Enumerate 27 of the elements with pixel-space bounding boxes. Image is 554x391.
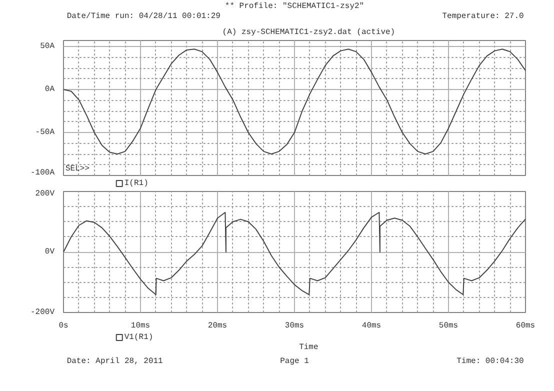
text: ** Profile: "SCHEMATIC1-zsy2" [224, 2, 364, 11]
y-tick-label: 200V [35, 190, 55, 198]
x-tick-label: 40ms [362, 322, 382, 330]
line-series [64, 48, 526, 155]
chart-title: (A) zsy-SCHEMATIC1-zsy2.dat (active) [222, 28, 396, 37]
x-tick-label: 60ms [516, 322, 536, 330]
legend-label: V1(R1) [124, 333, 154, 342]
y-tick-label: 0V [44, 248, 55, 256]
text: Temperature: 27.0 [442, 12, 524, 21]
x-tick-label: 0s [58, 322, 68, 330]
y-tick-label: -50A [35, 128, 55, 138]
annotation: SEL>> [66, 164, 90, 174]
y-tick-label: -100A [30, 168, 55, 178]
y-tick-label: 0A [44, 85, 55, 94]
text: Time: 00:04:30 [456, 357, 524, 366]
y-tick-label: -200V [30, 308, 55, 317]
text: Page 1 [280, 357, 310, 366]
text: Date: April 28, 2011 [66, 357, 164, 366]
y-tick-label: 50A [40, 42, 55, 52]
x-tick-label: 30ms [284, 322, 304, 330]
x-tick-label: 50ms [438, 322, 458, 330]
text: Date/Time run: 04/28/11 00:01:29 [66, 12, 221, 21]
x-tick-label: 10ms [130, 322, 150, 330]
x-axis-title: Time [299, 343, 318, 352]
line-series [64, 212, 526, 296]
x-tick-label: 20ms [208, 322, 228, 330]
legend-label: I(R1) [124, 179, 148, 188]
